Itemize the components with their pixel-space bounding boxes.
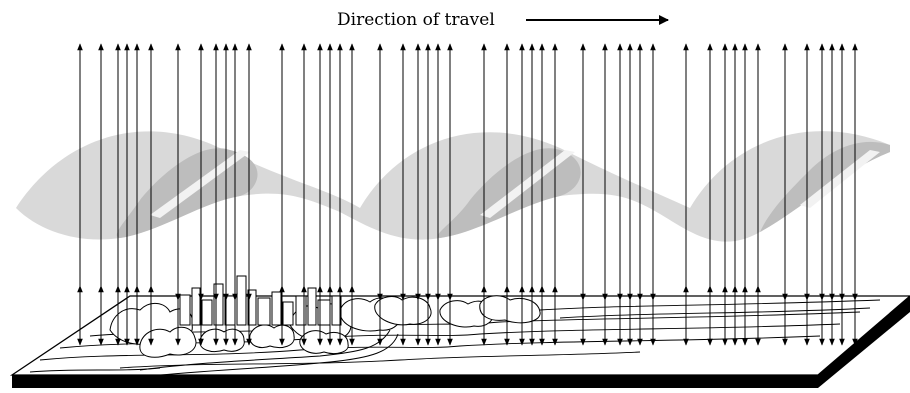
- slab-front-edge: [12, 296, 910, 388]
- wavy-swath: [16, 131, 890, 242]
- river: [139, 329, 399, 377]
- swath-highlight-2: [480, 150, 575, 218]
- terrain-slab: [9, 275, 910, 388]
- direction-of-travel-label: Direction of travel: [337, 10, 495, 30]
- ray-arrows: [77, 43, 858, 346]
